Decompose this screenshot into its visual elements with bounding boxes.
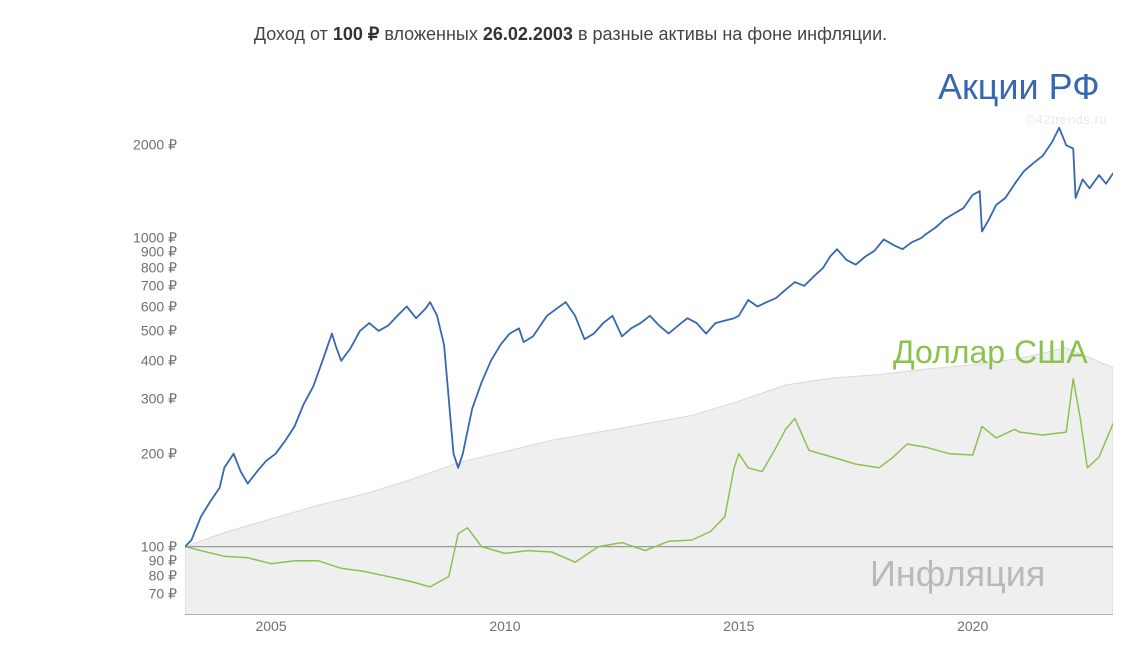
series-label: Инфляция [870,553,1045,595]
x-tick-label: 2010 [489,618,520,634]
x-tick-label: 2005 [255,618,286,634]
y-tick-label: 700 ₽ [141,277,177,294]
title-prefix: Доход от [254,24,333,44]
y-tick-label: 500 ₽ [141,322,177,339]
y-tick-label: 600 ₽ [141,298,177,315]
series-label: Доллар США [893,334,1088,371]
y-tick-label: 2000 ₽ [133,137,177,154]
title-mid: вложенных [379,24,483,44]
y-tick-label: 100 ₽ [141,538,177,555]
y-tick-label: 70 ₽ [149,586,177,603]
x-tick-label: 2020 [957,618,988,634]
y-tick-label: 200 ₽ [141,445,177,462]
x-tick-label: 2015 [723,618,754,634]
title-date: 26.02.2003 [483,24,573,44]
y-tick-label: 1000 ₽ [133,230,177,247]
chart-title: Доход от 100 ₽ вложенных 26.02.2003 в ра… [0,24,1141,45]
y-tick-label: 300 ₽ [141,391,177,408]
y-tick-label: 80 ₽ [149,568,177,585]
series-label: Акции РФ [938,66,1100,108]
title-suffix: в разные активы на фоне инфляции. [573,24,887,44]
y-tick-label: 800 ₽ [141,259,177,276]
title-amount: 100 ₽ [333,24,380,44]
y-tick-label: 400 ₽ [141,352,177,369]
